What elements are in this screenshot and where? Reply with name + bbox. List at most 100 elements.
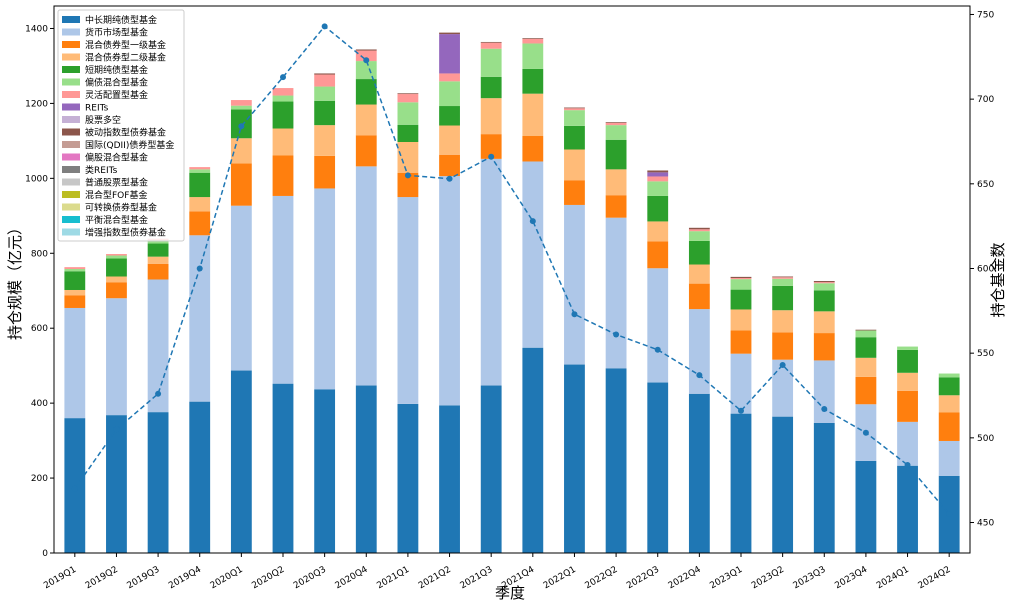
bar-segment — [230, 100, 252, 106]
bar-segment — [897, 349, 918, 373]
bar-segment — [480, 98, 502, 135]
bar-segment — [106, 254, 127, 256]
bar-segment — [855, 337, 877, 358]
bar-segment — [230, 163, 252, 206]
fund-count-point — [529, 218, 536, 225]
legend-label: 混合债券型一级基金 — [85, 39, 166, 51]
fund-count-point — [613, 331, 620, 338]
legend-label: 中长期纯债型基金 — [85, 14, 157, 26]
bar-segment — [480, 48, 502, 77]
bar-segment — [522, 347, 544, 553]
fund-count-point — [196, 265, 203, 272]
bar-segment — [772, 277, 794, 279]
legend-swatch — [62, 203, 80, 211]
bar-segment — [397, 172, 419, 198]
bar-segment — [314, 100, 336, 126]
bar-segment — [730, 413, 752, 553]
legend-swatch — [62, 153, 80, 161]
bar-segment — [730, 353, 752, 414]
bar-segment — [189, 172, 211, 198]
bar-segment — [813, 333, 835, 361]
bar-segment — [647, 221, 669, 242]
bar-segment — [564, 364, 585, 553]
bar-segment — [564, 180, 585, 205]
x-tick-label: 2021Q1 — [375, 565, 411, 592]
legend-label: 股票多空 — [85, 114, 121, 126]
fund-count-point — [779, 362, 786, 369]
bar-segment — [272, 155, 294, 196]
y2-tick-label: 500 — [977, 434, 994, 444]
fund-count-point — [862, 429, 869, 436]
bar-segment — [813, 360, 835, 423]
bar-segment — [647, 172, 669, 177]
bar-segment — [147, 263, 169, 280]
bar-segment — [147, 256, 169, 264]
bar-segment — [564, 125, 585, 150]
bar-segment — [522, 136, 544, 162]
bar-segment — [397, 124, 419, 143]
bar-segment — [189, 235, 211, 402]
bar-segment — [938, 412, 960, 441]
legend-label: 被动指数型债券基金 — [85, 127, 166, 139]
x-tick-label: 2020Q2 — [250, 565, 286, 592]
bar-segment — [439, 34, 460, 74]
bar-segment — [647, 170, 669, 173]
bar-segment — [272, 128, 294, 156]
x-tick-label: 2022Q4 — [667, 565, 703, 592]
bar-segment — [688, 283, 710, 310]
bar-segment — [855, 330, 877, 338]
y2-tick-label: 600 — [977, 264, 994, 274]
y-tick-label: 1400 — [25, 24, 48, 34]
bar-segment — [439, 154, 460, 177]
legend-label: 增强指数型债券基金 — [85, 227, 166, 239]
bar-segment — [605, 139, 627, 170]
bar-segment — [564, 108, 585, 111]
bar-segment — [355, 166, 377, 386]
bar-segment — [855, 329, 877, 331]
x-tick-label: 2019Q2 — [84, 565, 120, 592]
bar-segment — [605, 122, 627, 126]
bar-segment — [355, 79, 377, 105]
bar-segment — [480, 42, 502, 49]
legend-swatch — [62, 91, 80, 98]
bar-segment — [730, 289, 752, 310]
bar-segment — [355, 49, 377, 51]
bar-segment — [772, 285, 794, 311]
bar-segment — [480, 134, 502, 159]
bar-segment — [106, 298, 127, 416]
bar-segment — [855, 357, 877, 377]
bar-segment — [314, 73, 336, 75]
bar-segment — [605, 368, 627, 553]
bar-segment — [439, 32, 460, 35]
bar-segment — [813, 290, 835, 312]
bar-segment — [522, 93, 544, 137]
y-axis-label: 持仓规模（亿元） — [6, 220, 24, 340]
bar-layer — [64, 32, 960, 553]
bar-segment — [772, 359, 794, 417]
bar-segment — [564, 107, 585, 109]
x-axis-label: 季度 — [495, 584, 525, 602]
bar-segment — [189, 197, 211, 212]
y-tick-label: 400 — [31, 399, 48, 409]
bar-segment — [813, 311, 835, 334]
bar-segment — [730, 279, 752, 290]
fund-count-point — [155, 390, 162, 397]
bar-segment — [938, 440, 960, 476]
bar-segment — [564, 149, 585, 181]
x-tick-label: 2020Q1 — [209, 565, 245, 592]
legend-label: 平衡混合型基金 — [85, 214, 148, 226]
bar-segment — [480, 158, 502, 386]
x-tick-label: 2024Q2 — [917, 565, 953, 592]
bar-segment — [522, 43, 544, 69]
bar-segment — [189, 401, 211, 553]
bar-segment — [647, 195, 669, 222]
legend-label: 短期纯债型基金 — [85, 64, 148, 76]
bar-segment — [813, 280, 835, 283]
legend-swatch — [62, 103, 80, 111]
line-layer — [71, 23, 953, 518]
x-tick-label: 2023Q4 — [833, 565, 869, 592]
bar-segment — [605, 169, 627, 196]
bar-segment — [230, 138, 252, 164]
bar-segment — [439, 73, 460, 82]
bar-segment — [647, 382, 669, 553]
